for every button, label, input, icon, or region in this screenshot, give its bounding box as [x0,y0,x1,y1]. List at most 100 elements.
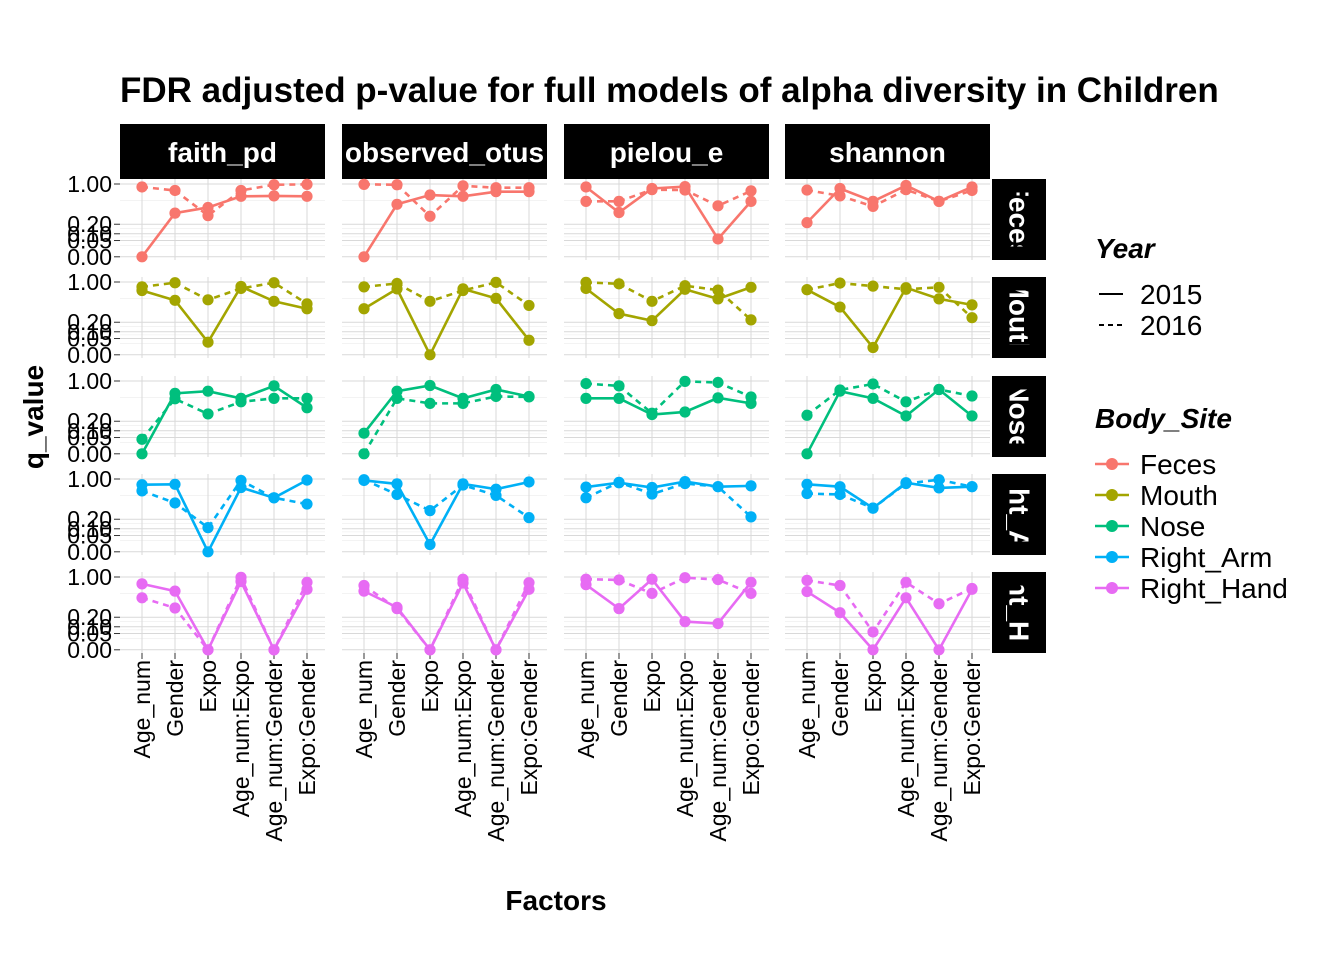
strip-shannon [785,124,990,179]
data-point-Age_num:Gender [490,489,502,502]
data-point-Gender [613,603,625,615]
data-point-Expo:Gender [301,498,313,510]
legend-label-Nose: Nose [1140,511,1205,542]
data-point-Gender [834,301,846,313]
legend: Year20152016Body_SiteFecesMouthNoseRight… [1095,233,1288,604]
legend-label-Feces: Feces [1140,449,1216,480]
y-tick-label: 0.00 [67,342,112,368]
data-point-Gender [613,195,625,207]
panel-faith_pd-Right_Arm: 0.000.050.100.20 1.00 [67,466,325,565]
data-point-Age_num [358,427,370,439]
series-line-2015 [585,185,752,242]
data-point-Expo [867,502,879,514]
y-tick-label: 1.00 [67,466,112,492]
data-point-Age_num:Expo [900,592,912,604]
x-axis-title: Factors [505,885,606,916]
data-point-Age_num:Gender [933,293,945,305]
data-point-Age_num [580,481,592,493]
strip-label-shannon: shannon [829,137,946,168]
x-tick-label-pielou_e: Expo [639,660,665,712]
data-point-Age_num [358,448,370,460]
data-point-Expo [867,626,879,638]
data-point-Age_num [136,281,148,293]
data-point-Age_num:Gender [933,598,945,610]
x-tick-label-faith_pd: Expo [195,660,221,712]
y-tick-label: 0.05 [67,228,112,254]
x-tick-label-observed_otus: Age_num:Gender [483,660,509,842]
data-point-Age_num [801,448,813,460]
data-point-Expo:Gender [745,391,757,403]
data-point-Age_num [801,478,813,490]
data-point-Age_num:Gender [712,293,724,305]
data-point-Expo [202,210,214,222]
data-point-Expo [646,295,658,307]
panel-shannon-Right_Hand [785,572,990,659]
data-point-Age_num [136,592,148,604]
data-point-Expo:Gender [745,480,757,492]
series-line-2015 [585,286,752,323]
strip-label-observed_otus: observed_otus [345,137,544,168]
data-point-Age_num:Expo [235,396,247,408]
data-point-Expo [646,315,658,327]
legend-label-Right_Hand: Right_Hand [1140,573,1288,604]
data-point-Age_num [136,181,148,193]
strip-Right_Hand [992,572,1046,653]
series-faith_pd-Mouth-2015 [136,280,313,348]
data-point-Age_num [801,487,813,500]
data-point-Age_num:Expo [457,284,469,297]
data-point-Expo [424,379,436,392]
series-observed_otus-Right_Hand-2016 [358,573,535,656]
data-point-Expo [867,644,879,656]
data-point-Age_num:Expo [900,410,912,422]
legend-key-point-Nose [1106,520,1118,532]
data-point-Expo:Gender [745,195,757,207]
data-point-Expo:Gender [301,190,313,202]
data-point-Gender [391,392,403,404]
data-point-Expo [202,385,214,397]
data-point-Age_num [136,485,148,497]
series-pielou_e-Feces-2016 [580,184,757,212]
y-tick-label: 0.00 [67,244,112,270]
data-point-Age_num [358,281,370,293]
data-point-Expo:Gender [301,298,313,310]
data-point-Expo [202,644,214,656]
data-point-Gender [613,206,625,219]
data-point-Age_num:Expo [679,616,691,628]
data-point-Gender [834,277,846,289]
data-point-Age_num [580,195,592,207]
data-point-Age_num [136,251,148,263]
y-tick-label: 0.10 [67,516,112,542]
data-point-Age_num:Gender [933,195,945,207]
data-point-Age_num [580,377,592,390]
y-tick-label: 1.00 [67,564,112,590]
data-point-Expo:Gender [966,390,978,402]
data-point-Expo [867,280,879,292]
series-line-2015 [586,396,752,416]
panel-shannon-Mouth [785,277,990,358]
x-tick-label-shannon: Age_num:Expo [893,660,919,817]
series-line-2016 [362,395,530,455]
data-point-Age_num [580,276,592,288]
data-point-Age_num:Gender [268,644,280,656]
y-tick-label: 0.00 [67,637,112,663]
data-point-Age_num:Gender [268,179,280,191]
legend-label-Mouth: Mouth [1140,480,1218,511]
panel-pielou_e-Feces [564,179,769,260]
series-shannon-Right_Hand-2016 [801,574,978,638]
series-pielou_e-Right_Hand-2016 [580,572,757,600]
data-point-Age_num:Gender [933,281,945,293]
series-pielou_e-Feces-2015 [580,180,757,245]
series-line-2015 [806,184,973,224]
data-point-Expo [646,407,658,419]
data-point-Gender [169,602,181,614]
series-line-2015 [141,478,308,555]
data-point-Gender [169,585,181,597]
strip-pielou_e [564,124,769,179]
data-point-Age_num [136,448,148,460]
data-point-Expo [867,378,879,390]
data-point-Expo [424,189,436,201]
data-point-Age_num:Gender [712,233,724,245]
data-point-Age_num:Gender [933,482,945,494]
data-point-Age_num:Gender [490,182,502,194]
data-point-Gender [834,384,846,396]
